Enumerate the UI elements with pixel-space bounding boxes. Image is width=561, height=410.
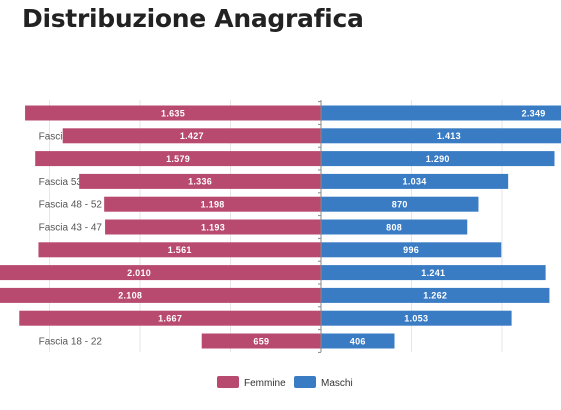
bar-maschi[interactable] <box>321 333 395 349</box>
data-label-femmine: 2.108 <box>118 291 142 301</box>
bar-maschi[interactable] <box>321 196 479 212</box>
data-label-femmine: 1.667 <box>158 314 182 324</box>
data-label-maschi: 1.262 <box>423 291 447 301</box>
legend-label-maschi[interactable]: Maschi <box>321 378 353 389</box>
bar-femmine[interactable] <box>19 310 321 326</box>
bar-maschi[interactable] <box>321 173 509 189</box>
category-tick-label: Fascia 53 - 57 <box>39 177 103 188</box>
data-label-maschi: 1.241 <box>421 268 445 278</box>
category-tick-label: Fascia 48 - 52 <box>39 200 103 211</box>
bar-maschi[interactable] <box>321 219 468 235</box>
data-label-femmine: 2.010 <box>127 268 151 278</box>
data-label-maschi: 2.349 <box>522 108 546 118</box>
data-label-maschi: 1.053 <box>404 314 428 324</box>
bar-femmine[interactable] <box>25 105 321 121</box>
data-label-femmine: 1.193 <box>201 222 225 232</box>
center-axis <box>318 100 322 353</box>
category-tick-label: Fascia 18 - 22 <box>39 337 103 348</box>
bar-femmine[interactable] <box>104 196 321 212</box>
bars: 1.635 2.349 1.427 1.413 1.579 1.290 1.336 1.034… <box>0 105 561 349</box>
bar-femmine[interactable] <box>38 242 322 258</box>
bar-femmine[interactable] <box>35 151 322 167</box>
data-label-maschi: 1.034 <box>403 177 427 187</box>
data-label-maschi: 1.290 <box>426 154 450 164</box>
data-label-maschi: 996 <box>403 245 419 255</box>
data-label-maschi: 406 <box>350 336 366 346</box>
data-label-maschi: 808 <box>386 222 402 232</box>
bar-maschi[interactable] <box>321 128 561 144</box>
bar-femmine[interactable] <box>79 173 322 189</box>
bar-femmine[interactable] <box>62 128 321 144</box>
chart-title: Distribuzione Anagrafica <box>22 4 364 33</box>
data-label-femmine: 659 <box>253 336 269 346</box>
data-label-femmine: 1.336 <box>188 177 212 187</box>
bar-maschi[interactable] <box>321 287 550 303</box>
bar-maschi[interactable] <box>321 151 555 167</box>
legend-swatch-maschi[interactable] <box>294 376 316 388</box>
data-label-femmine: 1.635 <box>161 108 185 118</box>
category-tick-label: Fascia 43 - 47 <box>39 223 103 234</box>
data-label-maschi: 1.413 <box>437 131 461 141</box>
legend-swatch-femmine[interactable] <box>217 376 239 388</box>
bar-maschi[interactable] <box>321 242 502 258</box>
bar-femmine[interactable] <box>0 265 321 281</box>
data-label-femmine: 1.579 <box>166 154 190 164</box>
bar-maschi[interactable] <box>321 310 512 326</box>
bar-femmine[interactable] <box>0 287 322 303</box>
bar-femmine[interactable] <box>201 333 321 349</box>
bar-maschi[interactable] <box>321 265 546 281</box>
data-label-maschi: 870 <box>392 200 408 210</box>
bar-femmine[interactable] <box>105 219 321 235</box>
bar-maschi[interactable] <box>321 105 561 121</box>
data-label-femmine: 1.427 <box>180 131 204 141</box>
data-label-femmine: 1.198 <box>201 200 225 210</box>
legend: Femmine Maschi <box>217 376 353 389</box>
data-label-femmine: 1.561 <box>168 245 192 255</box>
legend-label-femmine[interactable]: Femmine <box>244 378 286 389</box>
